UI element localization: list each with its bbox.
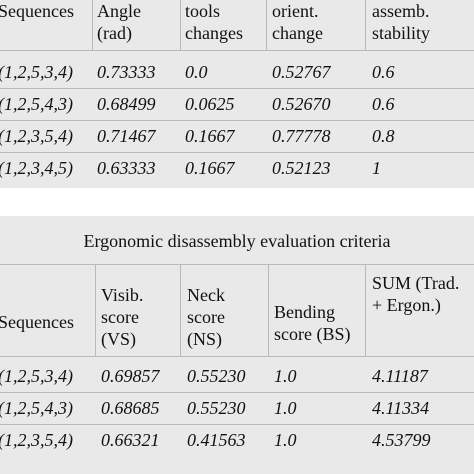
sequence-cell: (1,2,3,4,5)	[0, 158, 73, 178]
value-cell: 4.11187	[372, 366, 428, 386]
sequence-cell: (1,2,5,3,4)	[0, 366, 73, 386]
value-cell: 0.41563	[187, 430, 246, 450]
header-cell: Sequences	[0, 1, 74, 21]
value-cell: 0.69857	[101, 366, 160, 386]
column-rule	[365, 264, 366, 356]
rule	[0, 356, 474, 357]
sequence-cell: (1,2,5,4,3)	[0, 94, 73, 114]
value-cell: 0.1667	[185, 158, 235, 178]
value-cell: 0.77778	[272, 126, 331, 146]
row-rule	[0, 152, 474, 153]
value-cell: 0.6	[372, 62, 395, 82]
value-cell: 4.11334	[372, 398, 430, 418]
value-cell: 0.68499	[97, 94, 156, 114]
value-cell: 1.0	[274, 398, 297, 418]
value-cell: 0.52123	[272, 158, 331, 178]
value-cell: 0.73333	[97, 62, 156, 82]
header-cell: Visib. score (VS)	[101, 285, 144, 349]
row-rule	[0, 88, 474, 89]
header-cell: Bending score (BS)	[274, 302, 351, 344]
table-ergonomic: Ergonomic disassembly evaluation criteri…	[0, 216, 474, 474]
column-rule	[268, 264, 269, 356]
sequence-cell: (1,2,3,5,4)	[0, 126, 73, 146]
column-rule	[266, 0, 267, 50]
value-cell: 0.63333	[97, 158, 156, 178]
sequence-cell: (1,2,3,5,4)	[0, 430, 73, 450]
value-cell: 0.8	[372, 126, 395, 146]
header-cell: tools changes	[185, 1, 243, 43]
value-cell: 4.53799	[372, 430, 431, 450]
sequence-cell: (1,2,5,4,3)	[0, 398, 73, 418]
value-cell: 0.6	[372, 94, 395, 114]
value-cell: 0.55230	[187, 398, 246, 418]
column-rule	[95, 264, 96, 356]
rule	[0, 264, 474, 265]
value-cell: 0.1667	[185, 126, 235, 146]
header-cell: assemb. stability	[372, 1, 430, 43]
value-cell: 1	[372, 158, 381, 178]
header-cell: SUM (Trad. + Ergon.)	[372, 273, 460, 315]
value-cell: 1.0	[274, 366, 297, 386]
value-cell: 1.0	[274, 430, 297, 450]
table-traditional: Sequences Angle (rad) tools changes orient.…	[0, 0, 474, 188]
value-cell: 0.0	[185, 62, 208, 82]
column-rule	[365, 0, 366, 50]
column-rule	[92, 0, 93, 50]
column-rule	[180, 0, 181, 50]
value-cell: 0.68685	[101, 398, 160, 418]
value-cell: 0.71467	[97, 126, 156, 146]
value-cell: 0.0625	[185, 94, 235, 114]
table-title: Ergonomic disassembly evaluation criteri…	[83, 231, 391, 251]
header-cell: Neck score (NS)	[187, 285, 225, 349]
header-cell: Sequences	[0, 312, 74, 332]
value-cell: 0.55230	[187, 366, 246, 386]
row-rule	[0, 424, 474, 425]
value-cell: 0.66321	[101, 430, 160, 450]
value-cell: 0.52767	[272, 62, 331, 82]
header-cell: orient. change	[272, 1, 323, 43]
column-rule	[180, 264, 181, 356]
sequence-cell: (1,2,5,3,4)	[0, 62, 73, 82]
rule	[0, 50, 474, 51]
row-rule	[0, 392, 474, 393]
row-rule	[0, 120, 474, 121]
value-cell: 0.52670	[272, 94, 331, 114]
header-cell: Angle (rad)	[97, 1, 141, 43]
